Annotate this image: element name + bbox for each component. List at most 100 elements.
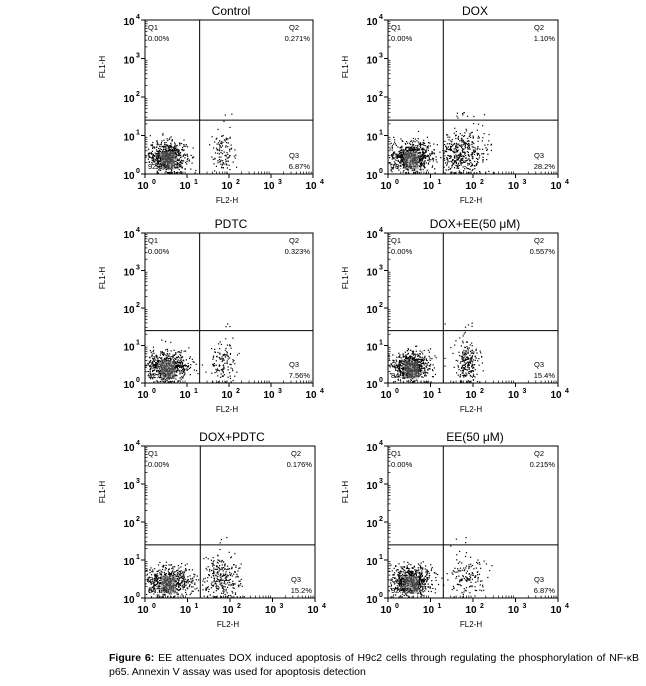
q3-event-point [457,146,459,148]
q4-event-point [424,375,426,377]
q3-event-point [454,172,457,174]
q4-event-point [163,147,165,149]
q4-event-point [152,581,154,583]
q4-event-point [154,147,156,149]
q4-event-point [157,364,159,366]
q4-event-point [402,158,404,160]
q3-event-point [240,578,242,581]
q4-event-point [168,145,171,147]
q4-event-point [402,367,404,369]
q3-event-point [228,594,230,597]
q3-event-point [460,361,462,363]
q4-event-point [159,376,161,378]
q4-event-point [426,364,428,366]
q4-event-point [168,593,170,595]
q4-event-point [145,593,148,596]
q3-event-point [452,163,455,165]
q4-event-point [153,583,155,585]
q4-event-point [149,135,151,137]
x-tick-label: 10 [508,605,520,616]
q3-event-point [233,360,235,362]
q3-event-point [461,372,463,374]
q4-event-point [431,369,434,371]
q4-event-point [149,588,151,591]
q3-event-point [213,570,215,572]
q3-event-point [463,360,465,362]
q4-event-point [397,146,399,148]
q4-event-point [210,583,213,585]
q4-event-point [159,160,161,162]
q3-event-point [237,570,239,572]
q4-event-point [398,576,400,578]
q3-event-point [233,573,235,575]
q3-event-point [467,148,469,150]
q3-event-point [456,149,458,152]
panel-title: DOX [462,4,488,18]
y-tick-label: 10 [123,230,135,241]
q4-event-point [403,583,405,586]
q3-event-point [464,145,467,147]
q4-event-point [401,360,403,362]
q4-event-point [395,369,397,372]
q4-event-point [398,366,400,369]
q3-event-point [466,358,468,360]
q3-event-point [465,368,467,371]
q3-event-point [464,354,466,356]
q4-event-point [163,142,166,144]
q4-event-point [422,141,424,143]
q4-event-point [396,165,398,167]
x-tick-exponent: 1 [195,603,199,610]
q3-event-point [463,170,465,172]
q4-event-point [148,156,150,158]
q4-event-point [152,158,154,160]
q4-event-point [161,352,163,354]
q4-event-point [390,585,393,587]
q4-event-point [426,136,429,138]
y-tick-exponent: 1 [379,554,383,561]
q3-event-point [459,152,462,154]
q3-event-point [462,371,464,373]
q3-event-point [453,366,455,369]
q2-event-point [467,324,470,326]
q4-event-point [412,380,415,383]
q4-event-point [184,578,186,580]
q4-event-point [165,145,167,147]
q4-event-point [149,152,151,154]
q3-event-point [210,576,213,578]
q4-event-point [176,158,178,160]
q4-event-point [183,371,185,374]
q3-event-point [462,155,464,158]
q3-event-point [214,581,217,583]
q4-event-point [400,162,402,164]
q4-event-point [429,142,431,144]
q4-event-point [153,360,155,363]
q4-event-point [426,360,428,362]
q4-event-point [158,594,160,596]
q4-event-point [423,139,425,141]
q2-event-point [456,115,458,117]
q3-event-point [460,159,462,161]
q4-event-point [431,151,433,154]
q3-event-point [464,368,466,370]
y-axis-label: FL1-H [98,267,107,289]
q3-event-point [472,157,474,159]
q3-event-point [448,139,450,141]
q4-event-point [178,159,180,162]
q4-event-point [173,170,175,173]
q3-event-point [223,591,225,593]
q4-event-point [416,170,418,172]
q4-event-point [159,572,161,574]
q4-event-point [150,596,153,598]
q4-event-point [424,372,426,374]
q4-event-point [416,569,418,571]
q4-event-point [390,169,392,172]
q4-event-point [419,361,421,364]
x-tick-exponent: 0 [152,388,156,395]
q3-event-point [229,155,231,157]
q4-event-point [170,136,172,138]
q3-event-point [467,168,469,170]
q3-event-point [216,147,218,149]
q4-event-point [157,582,159,584]
q3-event-point [479,172,481,174]
